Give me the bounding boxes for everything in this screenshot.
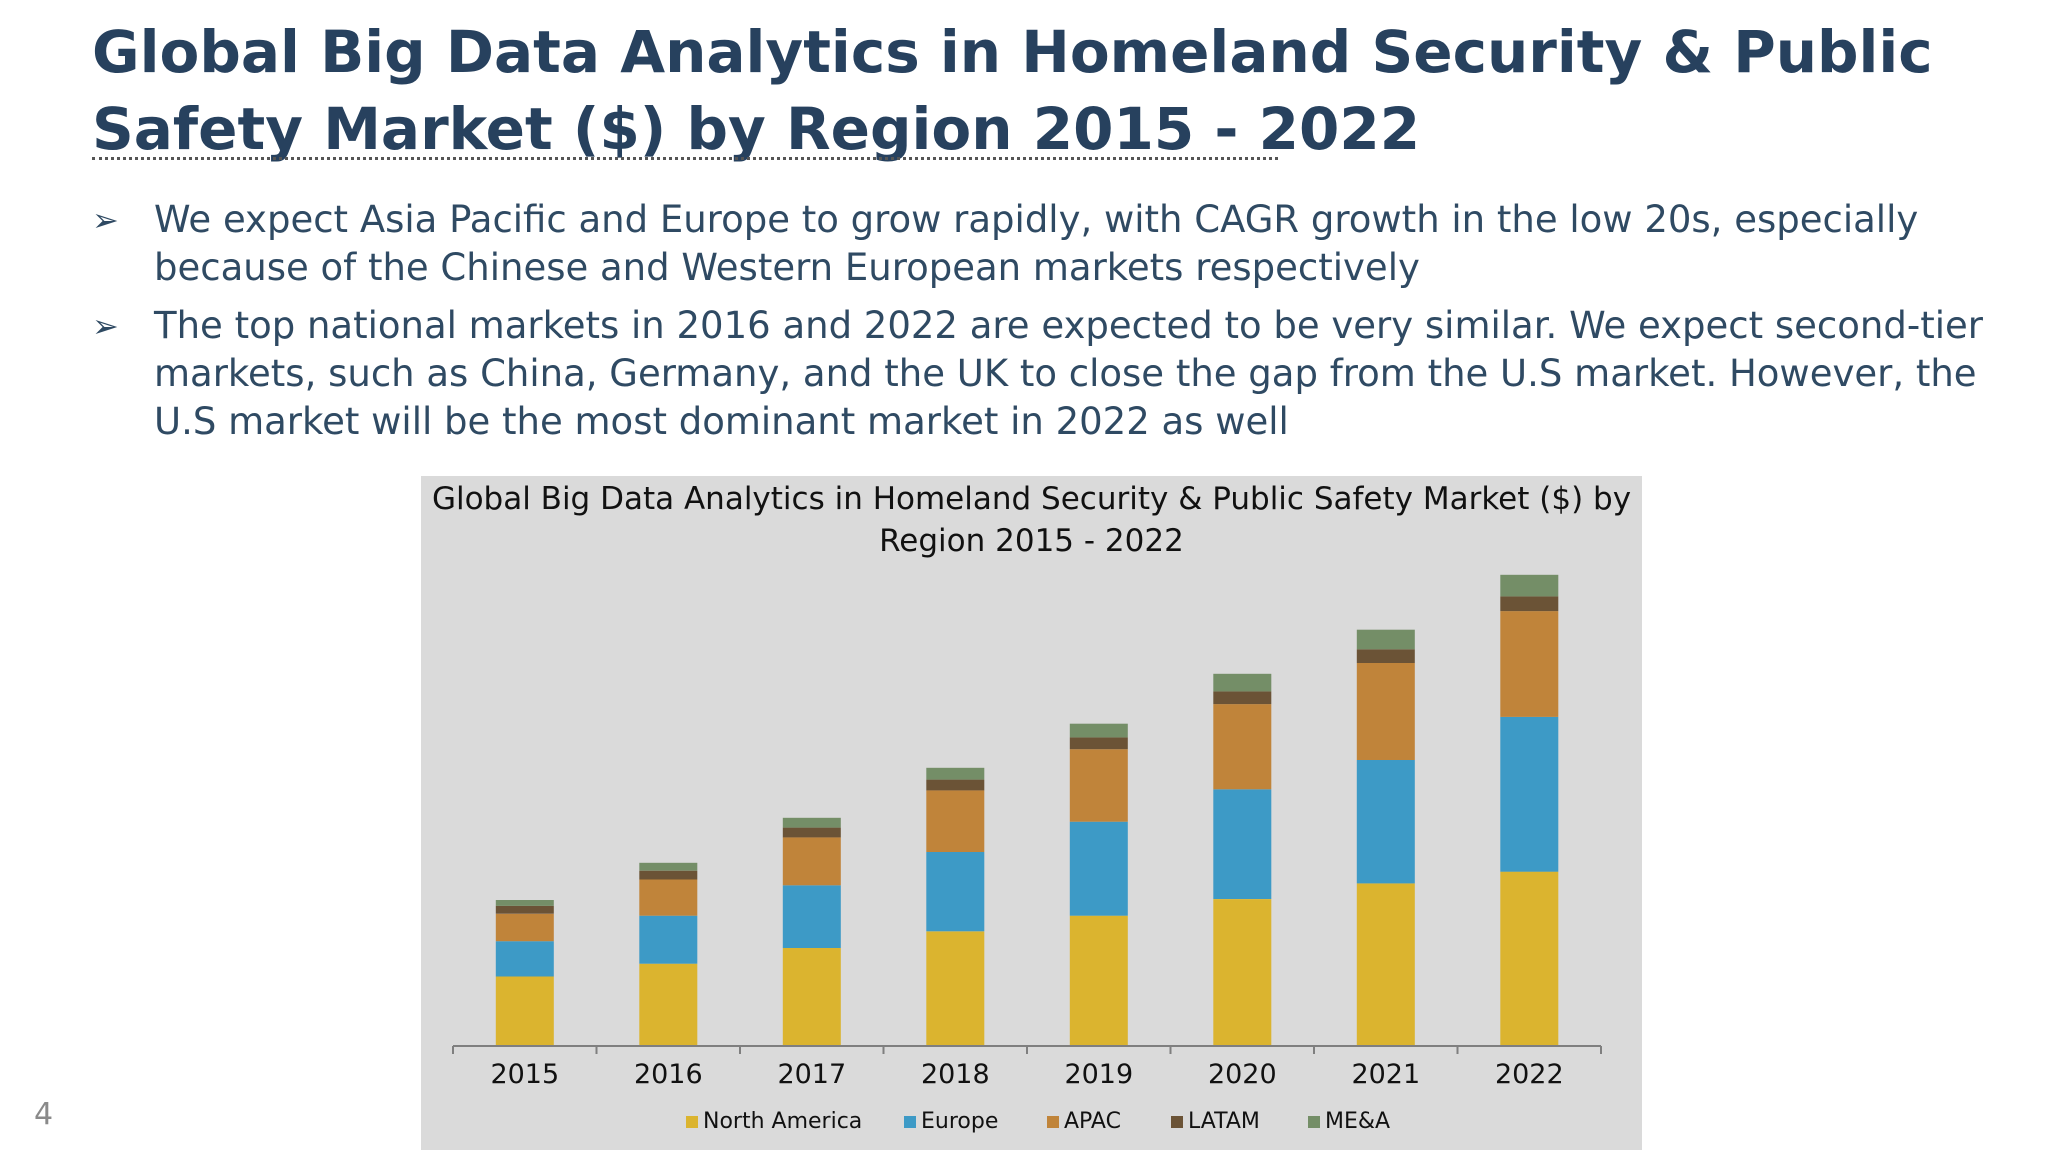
bar-segment-apac-2022	[1500, 611, 1559, 717]
bar-segment-latam-2017	[782, 827, 841, 838]
bar-segment-me-a-2020	[1213, 673, 1272, 692]
bar-segment-latam-2015	[495, 905, 554, 914]
bar-segment-me-a-2017	[782, 817, 841, 828]
arrow-bullet-icon: ➢	[92, 201, 119, 239]
legend-swatch	[686, 1116, 698, 1128]
bar-segment-apac-2017	[782, 837, 841, 886]
x-tick-label: 2020	[1208, 1059, 1277, 1090]
bar-segment-north-america-2015	[495, 976, 554, 1046]
bar-segment-europe-2018	[926, 852, 985, 932]
chart-panel: Global Big Data Analytics in Homeland Se…	[421, 476, 1642, 1150]
bar-segment-apac-2018	[926, 790, 985, 852]
bullet-text: The top national markets in 2016 and 202…	[154, 304, 1983, 443]
bar-segment-europe-2020	[1213, 789, 1272, 899]
chart-title: Global Big Data Analytics in Homeland Se…	[431, 481, 1632, 559]
bar-segment-latam-2019	[1069, 737, 1128, 750]
x-tick-label: 2015	[490, 1059, 559, 1090]
bar-segment-latam-2016	[639, 870, 698, 880]
legend-label: North America	[703, 1109, 862, 1134]
bar-segment-europe-2017	[782, 885, 841, 948]
x-tick-label: 2016	[634, 1059, 703, 1090]
bar-segment-me-a-2021	[1356, 629, 1415, 650]
legend-swatch	[1308, 1116, 1320, 1128]
bar-segment-north-america-2016	[639, 963, 698, 1046]
bar-segment-me-a-2019	[1069, 723, 1128, 738]
legend-swatch	[1171, 1116, 1183, 1128]
bar-segment-north-america-2018	[926, 931, 985, 1046]
x-tick-label: 2022	[1495, 1059, 1564, 1090]
title-underline	[92, 157, 1278, 160]
page-number: 4	[34, 1097, 54, 1132]
bullet-text: We expect Asia Pacific and Europe to gro…	[154, 198, 1919, 289]
bar-segment-north-america-2022	[1500, 871, 1559, 1046]
bar-segment-north-america-2019	[1069, 915, 1128, 1046]
legend-label: ME&A	[1325, 1109, 1390, 1134]
stacked-bar-chart: 2015 2016 2017 2018 2019 2020 2021 2022 North Am…	[452, 574, 1602, 1134]
arrow-bullet-icon: ➢	[92, 307, 119, 345]
bullet-item: ➢ The top national markets in 2016 and 2…	[92, 302, 1992, 446]
legend-swatch	[1047, 1116, 1059, 1128]
bullet-item: ➢ We expect Asia Pacific and Europe to g…	[92, 196, 1992, 292]
x-tick-label: 2017	[777, 1059, 846, 1090]
bullet-list: ➢ We expect Asia Pacific and Europe to g…	[92, 196, 1992, 456]
bar-segment-europe-2015	[495, 941, 554, 977]
bar-segment-apac-2015	[495, 913, 554, 942]
bar-segment-latam-2020	[1213, 691, 1272, 705]
bar-segment-europe-2019	[1069, 821, 1128, 916]
x-tick-label: 2021	[1351, 1059, 1420, 1090]
bar-segment-apac-2016	[639, 879, 698, 916]
legend-label: APAC	[1064, 1109, 1121, 1134]
bar-segment-latam-2018	[926, 779, 985, 791]
bar-segment-me-a-2016	[639, 862, 698, 871]
bar-segment-apac-2020	[1213, 704, 1272, 790]
bar-segment-europe-2016	[639, 915, 698, 964]
bar-segment-north-america-2021	[1356, 883, 1415, 1046]
bar-segment-apac-2021	[1356, 663, 1415, 760]
bar-segment-europe-2022	[1500, 716, 1559, 872]
page-title: Global Big Data Analytics in Homeland Se…	[92, 18, 1933, 163]
legend-swatch	[904, 1116, 916, 1128]
bar-segment-europe-2021	[1356, 760, 1415, 884]
legend-label: LATAM	[1188, 1109, 1260, 1134]
bar-segment-me-a-2022	[1500, 574, 1559, 597]
bar-segment-me-a-2015	[495, 900, 554, 906]
bar-segment-latam-2021	[1356, 649, 1415, 663]
legend-label: Europe	[921, 1109, 998, 1134]
bar-segment-north-america-2020	[1213, 899, 1272, 1046]
bar-segment-north-america-2017	[782, 948, 841, 1046]
bar-segment-me-a-2018	[926, 767, 985, 780]
x-tick-label: 2018	[921, 1059, 990, 1090]
x-tick-label: 2019	[1064, 1059, 1133, 1090]
bar-segment-apac-2019	[1069, 749, 1128, 822]
bar-segment-latam-2022	[1500, 596, 1559, 612]
